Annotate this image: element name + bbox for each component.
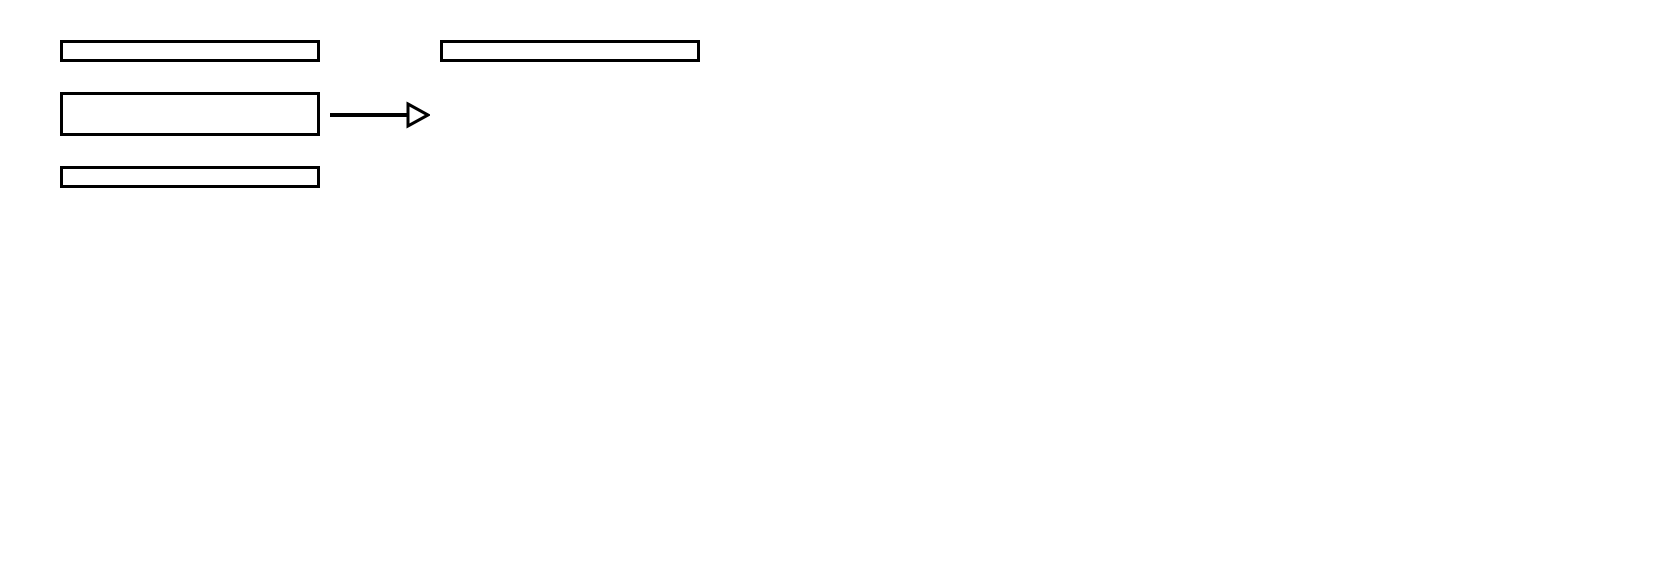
input-bot-plate: [60, 166, 320, 188]
input-top-plate: [60, 40, 320, 62]
arrow-1: [330, 100, 430, 130]
deox-top-plate: [440, 40, 700, 62]
input-mid-plate: [60, 92, 320, 136]
